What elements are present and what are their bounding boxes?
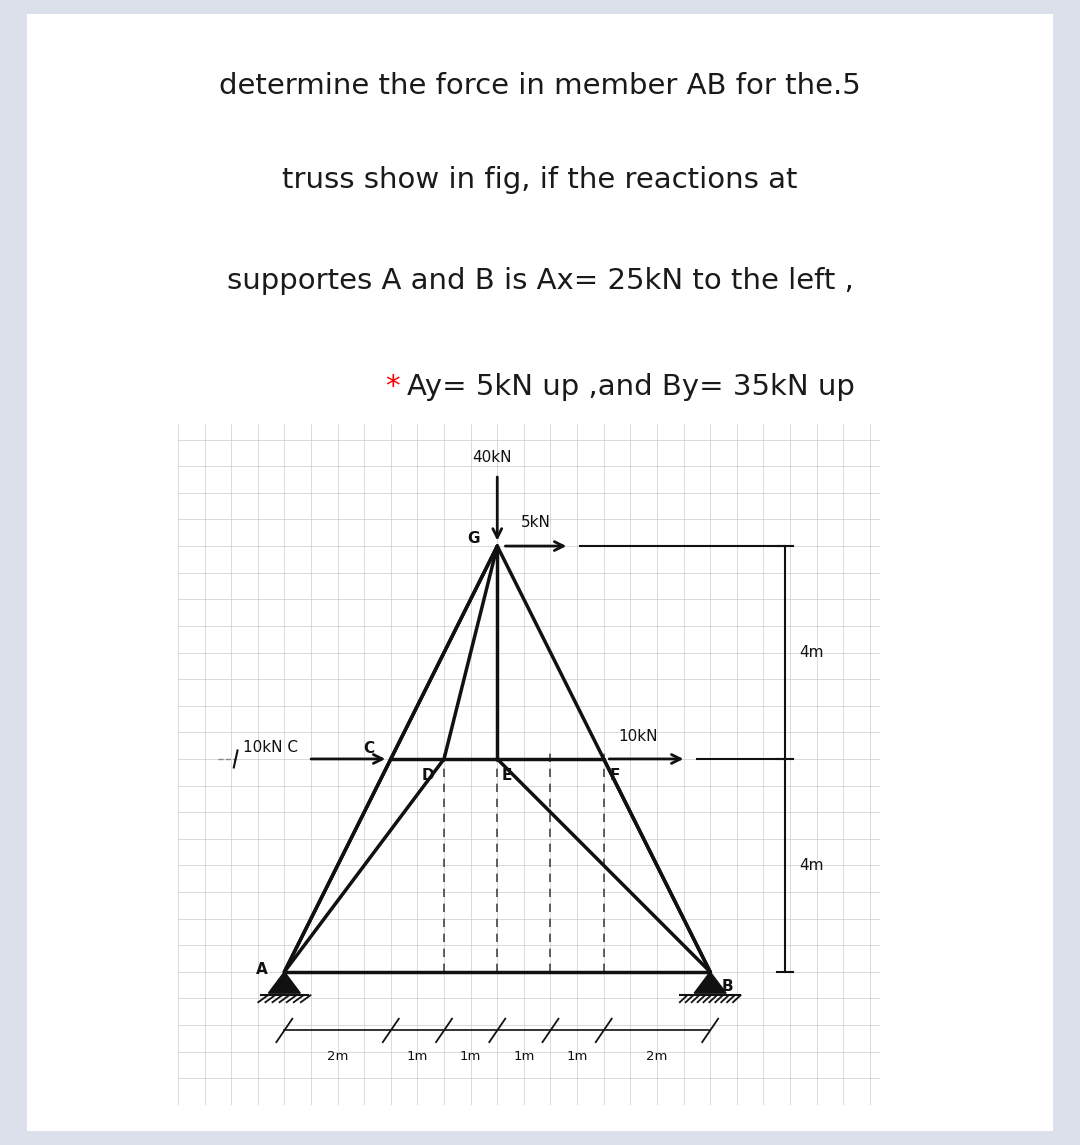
Text: 5kN: 5kN [521, 515, 551, 530]
Text: 10kN C: 10kN C [243, 740, 298, 755]
Polygon shape [694, 972, 726, 993]
Text: B: B [721, 979, 733, 994]
Text: F: F [610, 768, 621, 783]
Text: 40kN: 40kN [472, 450, 512, 465]
Text: 1m: 1m [513, 1050, 535, 1063]
Polygon shape [269, 972, 300, 993]
Text: truss show in fig, if the reactions at: truss show in fig, if the reactions at [282, 166, 798, 194]
Text: *: * [384, 373, 400, 401]
Text: G: G [468, 530, 481, 545]
FancyBboxPatch shape [14, 0, 1066, 1145]
Text: C: C [364, 741, 375, 756]
Text: E: E [501, 768, 512, 783]
Text: 2m: 2m [646, 1050, 667, 1063]
Text: D: D [422, 768, 434, 783]
Text: determine the force in member AB for the.5: determine the force in member AB for the… [219, 72, 861, 101]
Text: 4m: 4m [799, 645, 824, 660]
Text: 1m: 1m [566, 1050, 588, 1063]
Text: 1m: 1m [407, 1050, 428, 1063]
Text: A: A [256, 962, 268, 977]
Text: 10kN: 10kN [619, 729, 658, 744]
Text: Ay= 5kN up ,and By= 35kN up: Ay= 5kN up ,and By= 35kN up [407, 373, 854, 401]
Text: 1m: 1m [460, 1050, 482, 1063]
Text: supportes A and B is Ax= 25kN to the left ,: supportes A and B is Ax= 25kN to the lef… [227, 268, 853, 295]
Text: 2m: 2m [327, 1050, 348, 1063]
Text: 4m: 4m [799, 858, 824, 872]
